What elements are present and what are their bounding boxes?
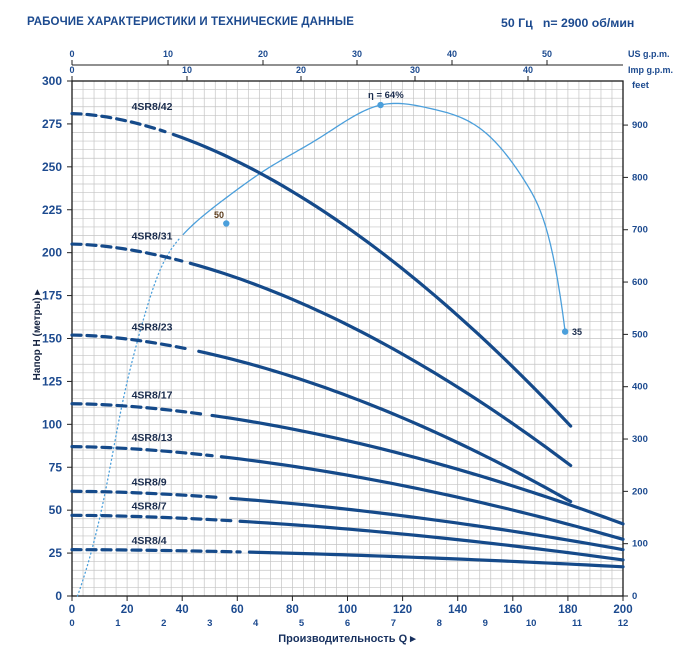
svg-text:175: 175 <box>42 289 62 303</box>
svg-text:120: 120 <box>393 604 412 616</box>
svg-text:800: 800 <box>632 172 648 183</box>
svg-text:700: 700 <box>632 225 648 236</box>
svg-text:10: 10 <box>526 618 537 629</box>
svg-text:30: 30 <box>352 49 362 59</box>
svg-text:50: 50 <box>542 49 552 59</box>
svg-text:feet: feet <box>632 80 650 91</box>
svg-text:4SR8/17: 4SR8/17 <box>132 390 173 402</box>
svg-text:12: 12 <box>618 618 629 629</box>
svg-text:0: 0 <box>632 591 637 602</box>
svg-text:35: 35 <box>572 327 582 337</box>
svg-text:400: 400 <box>632 382 648 393</box>
svg-text:40: 40 <box>523 65 533 75</box>
svg-text:4SR8/31: 4SR8/31 <box>132 231 173 243</box>
svg-text:4SR8/23: 4SR8/23 <box>132 321 173 333</box>
svg-text:200: 200 <box>632 486 648 497</box>
svg-text:9: 9 <box>483 618 488 629</box>
svg-text:100: 100 <box>632 539 648 550</box>
svg-text:10: 10 <box>163 49 173 59</box>
svg-text:600: 600 <box>632 277 648 288</box>
svg-text:0: 0 <box>69 65 74 75</box>
svg-text:100: 100 <box>338 604 357 616</box>
svg-text:200: 200 <box>42 246 62 260</box>
svg-text:4SR8/13: 4SR8/13 <box>132 432 173 444</box>
svg-text:75: 75 <box>49 460 63 474</box>
svg-text:0: 0 <box>69 618 74 629</box>
svg-text:125: 125 <box>42 374 62 388</box>
svg-text:7: 7 <box>391 618 396 629</box>
svg-text:4: 4 <box>253 618 259 629</box>
svg-text:275: 275 <box>42 117 62 131</box>
svg-text:250: 250 <box>42 160 62 174</box>
svg-text:40: 40 <box>447 49 457 59</box>
svg-text:2: 2 <box>161 618 166 629</box>
svg-text:Imp g.p.m.: Imp g.p.m. <box>628 65 673 75</box>
svg-text:900: 900 <box>632 120 648 131</box>
svg-text:20: 20 <box>296 65 306 75</box>
svg-text:11: 11 <box>572 618 583 629</box>
svg-text:30: 30 <box>410 65 420 75</box>
svg-text:10: 10 <box>182 65 192 75</box>
svg-text:US g.p.m.: US g.p.m. <box>628 49 670 59</box>
svg-text:0: 0 <box>69 604 75 616</box>
svg-text:25: 25 <box>49 546 63 560</box>
svg-text:100: 100 <box>42 417 62 431</box>
svg-text:50: 50 <box>49 503 63 517</box>
svg-text:4SR8/42: 4SR8/42 <box>132 101 173 113</box>
svg-text:0: 0 <box>55 589 62 603</box>
svg-text:0: 0 <box>69 49 74 59</box>
svg-text:200: 200 <box>613 604 632 616</box>
svg-text:50: 50 <box>214 210 224 220</box>
svg-text:225: 225 <box>42 203 62 217</box>
svg-text:140: 140 <box>448 604 467 616</box>
svg-text:80: 80 <box>286 604 299 616</box>
svg-text:20: 20 <box>121 604 134 616</box>
svg-text:1: 1 <box>115 618 121 629</box>
svg-text:Производительность Q ▸: Производительность Q ▸ <box>278 633 416 645</box>
svg-text:150: 150 <box>42 332 62 346</box>
svg-text:500: 500 <box>632 329 648 340</box>
svg-text:300: 300 <box>632 434 648 445</box>
svg-text:4SR8/7: 4SR8/7 <box>132 501 167 513</box>
svg-text:60: 60 <box>231 604 244 616</box>
svg-text:8: 8 <box>437 618 442 629</box>
svg-text:160: 160 <box>503 604 522 616</box>
svg-text:6: 6 <box>345 618 350 629</box>
svg-text:4SR8/4: 4SR8/4 <box>132 535 167 547</box>
svg-text:5: 5 <box>299 618 305 629</box>
svg-text:40: 40 <box>176 604 189 616</box>
svg-text:3: 3 <box>207 618 212 629</box>
svg-text:η = 64%: η = 64% <box>368 90 404 101</box>
svg-text:20: 20 <box>258 49 268 59</box>
svg-text:4SR8/9: 4SR8/9 <box>132 477 167 489</box>
svg-text:300: 300 <box>42 74 62 88</box>
svg-text:180: 180 <box>558 604 577 616</box>
